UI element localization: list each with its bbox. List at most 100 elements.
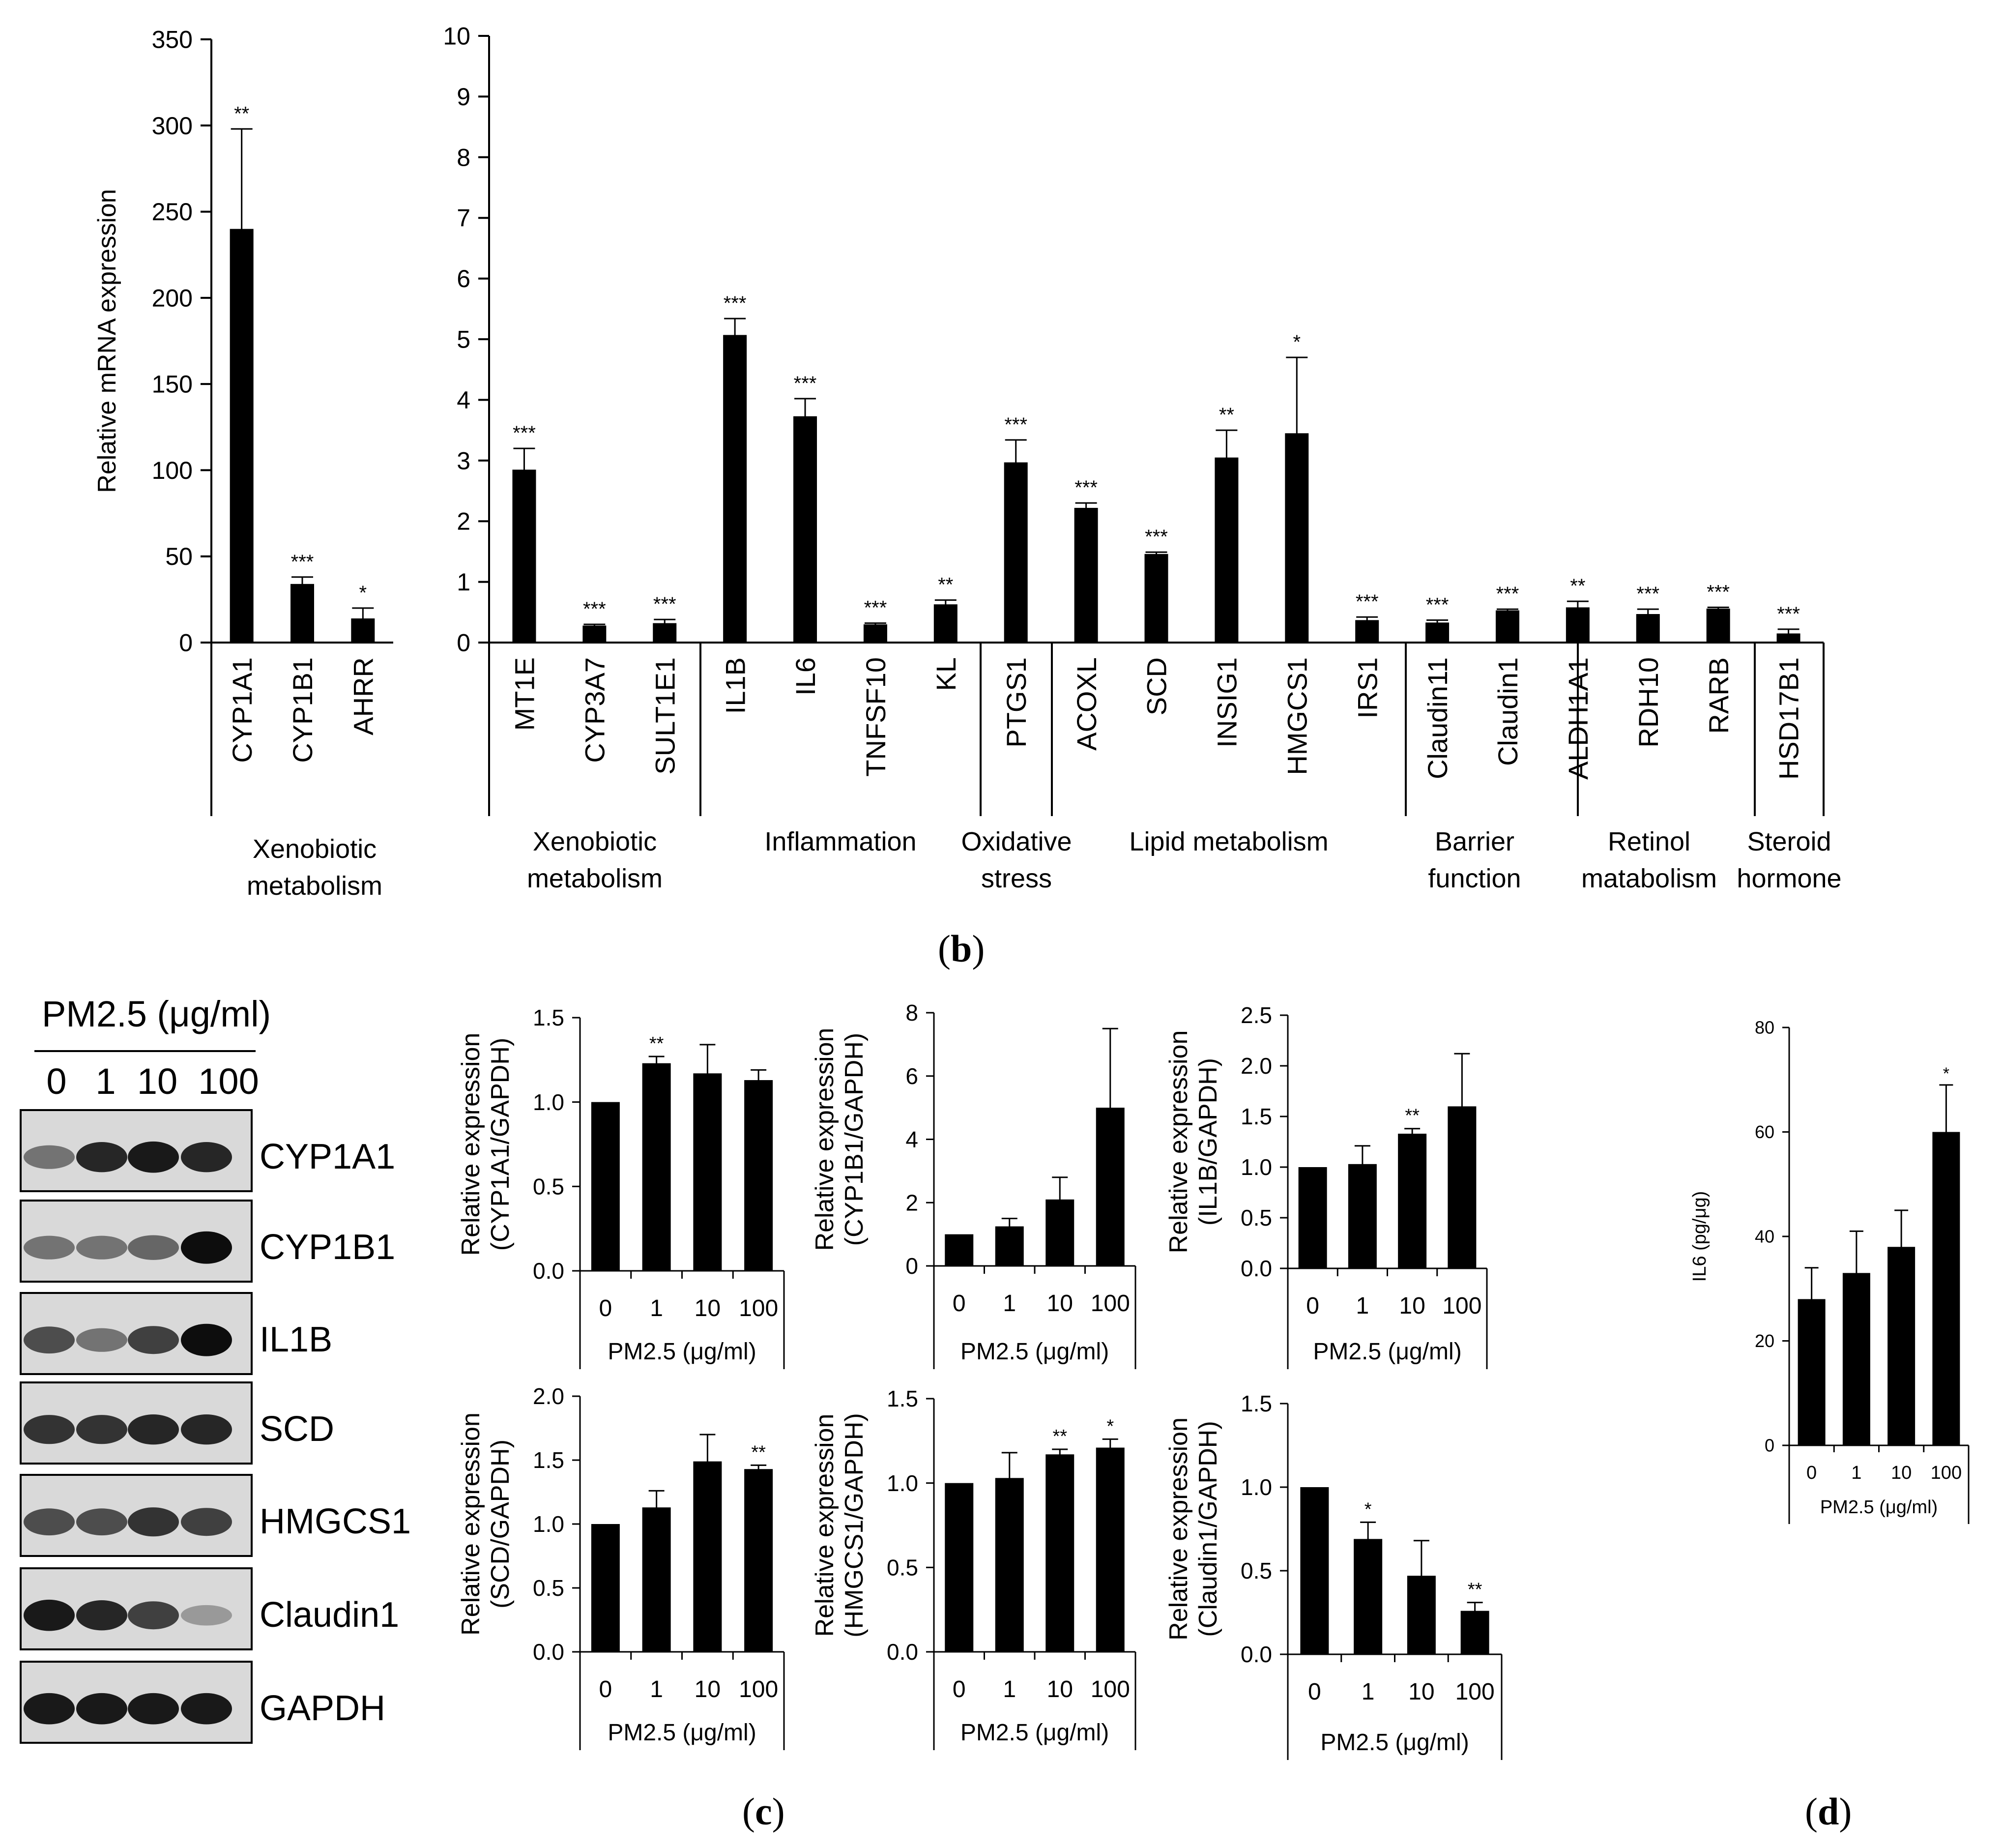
category-label: 10 xyxy=(1408,1679,1434,1705)
category-label: HSD17B1 xyxy=(1773,657,1804,780)
y-tick-label: 2.0 xyxy=(1241,1053,1272,1079)
y-tick-label: 250 xyxy=(152,198,193,226)
y-axis-title: (CYP1B1/GAPDH) xyxy=(840,1033,869,1246)
y-axis-title: Relative mRNA expression xyxy=(93,189,121,493)
group-label: Oxidative xyxy=(961,827,1072,856)
category-label: Claudin11 xyxy=(1422,657,1453,779)
chart-c1: 0.0 0.5 1.0 1.5 0 ** 1 10 100 PM2.5 (μg/ml) Relati… xyxy=(457,1005,785,1369)
panel-label-c: (c) xyxy=(742,1790,785,1833)
y-tick-label: 9 xyxy=(457,83,470,111)
significance-IL1B: *** xyxy=(724,293,747,314)
y-axis-title: Relative expression xyxy=(1164,1030,1193,1254)
category-label: 10 xyxy=(1047,1676,1073,1702)
group-label: metabolism xyxy=(527,864,663,893)
blot-band xyxy=(181,1508,232,1536)
blot-band xyxy=(24,1415,75,1444)
bar-10 xyxy=(693,1461,722,1652)
category-label: Claudin1 xyxy=(1492,657,1523,766)
y-tick-label: 80 xyxy=(1755,1018,1774,1038)
category-label: CYP1A1 xyxy=(227,657,258,763)
group-label: metabolism xyxy=(247,871,382,901)
category-label: 10 xyxy=(1399,1293,1425,1319)
chart-c2: 0 2 4 6 8 0 1 10 100 PM2.5 (μg/ml) Relative expres… xyxy=(811,1000,1136,1369)
y-tick-label: 0.0 xyxy=(887,1639,918,1665)
protein-label: CYP1B1 xyxy=(260,1228,395,1267)
category-label: 0 xyxy=(599,1676,612,1702)
significance-Claudin1: *** xyxy=(1496,583,1519,605)
blot-band xyxy=(128,1507,179,1537)
y-tick-label: 40 xyxy=(1755,1227,1774,1247)
y-tick-label: 300 xyxy=(152,112,193,140)
blot-band xyxy=(24,1599,75,1631)
significance-CYP1B1: *** xyxy=(291,551,314,573)
bar-IL6 xyxy=(793,416,817,643)
y-tick-label: 1.5 xyxy=(533,1447,564,1473)
category-label: 1 xyxy=(650,1295,663,1321)
blot-band xyxy=(128,1326,179,1354)
category-label: RARB xyxy=(1703,657,1734,734)
blot-band xyxy=(76,1693,127,1725)
category-label: 100 xyxy=(739,1295,778,1321)
category-label: 1 xyxy=(1356,1293,1369,1319)
category-label: 1 xyxy=(1362,1679,1375,1705)
y-tick-label: 50 xyxy=(165,543,193,570)
bar-KL xyxy=(933,604,958,643)
y-axis-title: (HMGCS1/GAPDH) xyxy=(840,1413,869,1637)
category-label: CYP3A7 xyxy=(580,657,610,763)
significance-10: ** xyxy=(1405,1106,1420,1126)
group-label: Xenobiotic xyxy=(533,827,657,856)
y-tick-label: 3 xyxy=(457,447,470,474)
y-axis-title: Relative expression xyxy=(811,1028,839,1251)
lane-label: 1 xyxy=(95,1061,116,1102)
y-axis-title: (IL1B/GAPDH) xyxy=(1194,1058,1222,1226)
y-axis-title: Relative expression xyxy=(457,1412,485,1636)
significance-TNFSF10: *** xyxy=(864,597,887,619)
group-label: hormone xyxy=(1737,864,1841,893)
lane-label: 10 xyxy=(137,1061,177,1102)
chart-d1: 0 20 40 60 80 0 1 10 * 100 PM2.5 (μg/ml) IL6 (pg/μg… xyxy=(1689,1018,1970,1524)
category-label: 10 xyxy=(1047,1291,1073,1317)
y-tick-label: 5 xyxy=(457,326,470,353)
blot-band xyxy=(24,1145,75,1169)
category-label: 0 xyxy=(599,1295,612,1321)
category-label: IL6 xyxy=(790,657,821,696)
significance-CYP1A1: ** xyxy=(234,103,249,124)
bar-1 xyxy=(642,1507,671,1652)
panel-label-d: (d) xyxy=(1805,1790,1852,1833)
category-label: 100 xyxy=(1931,1463,1962,1483)
category-label: RDH10 xyxy=(1633,657,1664,748)
blot-band xyxy=(181,1414,232,1445)
blot-band xyxy=(24,1693,75,1725)
x-axis-title: PM2.5 (μg/ml) xyxy=(608,1720,756,1746)
y-tick-label: 200 xyxy=(152,284,193,312)
y-tick-label: 1 xyxy=(457,568,470,596)
bar-100 xyxy=(744,1080,773,1271)
category-label: PTGS1 xyxy=(1001,657,1032,748)
significance-10: ** xyxy=(1052,1426,1067,1447)
category-label: 1 xyxy=(1851,1463,1861,1483)
y-tick-label: 0.0 xyxy=(533,1639,564,1665)
blot-band xyxy=(128,1141,179,1173)
blot-band xyxy=(128,1235,179,1260)
y-tick-label: 1.5 xyxy=(1241,1391,1272,1416)
blot-band xyxy=(181,1231,232,1264)
blot-band xyxy=(76,1508,127,1536)
x-axis-title: PM2.5 (μg/ml) xyxy=(1313,1339,1461,1365)
category-label: SULT1E1 xyxy=(649,657,680,775)
y-axis-title: IL6 (pg/μg) xyxy=(1689,1191,1710,1282)
blot-band xyxy=(128,1693,179,1725)
chart-c6: 0.0 0.5 1.0 1.5 0 * 1 10 ** 100 PM2.5 (μg/ml) Relat… xyxy=(1164,1391,1503,1760)
blot-band xyxy=(24,1326,75,1354)
protein-label: IL1B xyxy=(260,1320,332,1359)
y-tick-label: 1.5 xyxy=(887,1386,918,1411)
y-tick-label: 0 xyxy=(905,1253,918,1279)
significance-100: * xyxy=(1943,1064,1949,1083)
bar-0 xyxy=(1298,1167,1327,1268)
lane-label: 100 xyxy=(198,1061,259,1102)
group-label: Retinol xyxy=(1608,827,1690,856)
blot-band xyxy=(24,1508,75,1536)
y-tick-label: 150 xyxy=(152,371,193,398)
significance-KL: ** xyxy=(938,574,953,596)
bar-10 xyxy=(1398,1134,1427,1268)
category-label: 0 xyxy=(1806,1463,1817,1483)
